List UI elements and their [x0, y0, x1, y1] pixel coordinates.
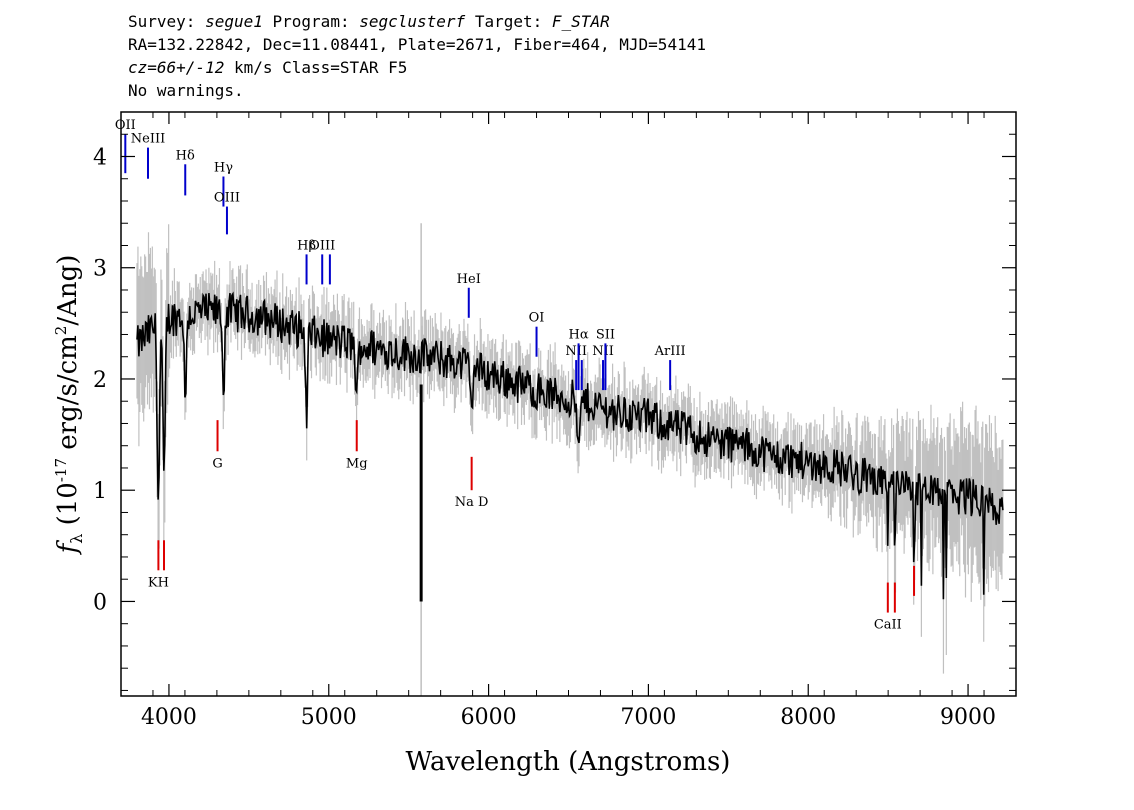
y-tick-label: 0 [93, 590, 107, 615]
line-marker-label: OIII [309, 238, 335, 253]
line-marker-label: Hδ [176, 148, 195, 163]
line-marker-label: Na D [455, 495, 489, 510]
target-label: Target: [474, 12, 543, 31]
x-tick-label: 9000 [940, 705, 996, 730]
y-axis-square: 2 [52, 326, 70, 336]
x-tick-label: 4000 [141, 705, 197, 730]
line-marker-label: NII [592, 344, 614, 359]
program-label: Program: [272, 12, 350, 31]
y-tick-label: 2 [93, 368, 107, 393]
class-value: km/s Class=STAR F5 [224, 58, 408, 77]
line-marker-label: Mg [346, 456, 368, 471]
y-axis-title: fλ (10-17 erg/s/cm2/Ang) [52, 255, 86, 556]
line-marker-label: HeI [457, 272, 481, 287]
x-tick-label: 7000 [620, 705, 676, 730]
program-value: segclusterf [359, 12, 466, 31]
y-axis-lambda: λ [67, 534, 86, 544]
x-axis-title: Wavelength (Angstroms) [406, 747, 731, 777]
flux-layer [136, 291, 1004, 602]
cz-value: cz=66+/-12 [128, 58, 225, 77]
line-marker-label: SII [596, 327, 615, 342]
y-tick-label: 3 [93, 257, 107, 282]
line-marker-label: Hα [569, 327, 589, 342]
y-axis-end: /Ang) [53, 255, 83, 326]
line-marker-label: Hγ [214, 161, 233, 176]
y-axis-unit: erg/s/cm [53, 335, 83, 458]
line-marker-label: OI [529, 311, 545, 326]
header-line-warnings: No warnings. [128, 81, 244, 100]
flux-line [136, 291, 1004, 600]
x-tick-label: 5000 [301, 705, 357, 730]
spectral-lines-layer: OIINeIIIHδHγOIIIHβOIIIHeIOINIIHαNIISIIAr… [115, 118, 916, 633]
x-tick-label: 6000 [461, 705, 517, 730]
line-marker-label: CaII [874, 618, 902, 633]
y-axis-exponent: -17 [52, 458, 70, 482]
y-tick-label: 1 [93, 479, 107, 504]
spectrum-header: Survey: segue1 Program: segclusterf Targ… [128, 10, 706, 102]
line-marker-label: Hβ [297, 238, 316, 253]
header-line-survey: Survey: segue1 Program: segclusterf Targ… [128, 10, 706, 33]
y-axis-main: (10 [53, 482, 83, 534]
line-marker-label: OII [115, 118, 136, 133]
header-line-redshift: cz=66+/-12 km/s Class=STAR F5 [128, 56, 706, 79]
line-marker-label: NeIII [131, 132, 165, 147]
line-marker-label: NII [565, 344, 587, 359]
x-tick-label: 8000 [780, 705, 836, 730]
survey-label: Survey: [128, 12, 196, 31]
survey-value: segue1 [205, 12, 263, 31]
y-tick-label: 4 [93, 145, 107, 170]
axis-ticks: 4000 5000 6000 7000 8000 9000 0 1 2 3 4 [93, 112, 1017, 730]
line-marker-label: KH [148, 575, 169, 590]
line-marker-label: G [212, 456, 222, 471]
line-marker-label: ArIII [654, 344, 686, 359]
line-marker-label: OIII [214, 191, 240, 206]
header-line-coords: RA=132.22842, Dec=11.08441, Plate=2671, … [128, 35, 706, 54]
target-value: F_STAR [551, 12, 610, 31]
